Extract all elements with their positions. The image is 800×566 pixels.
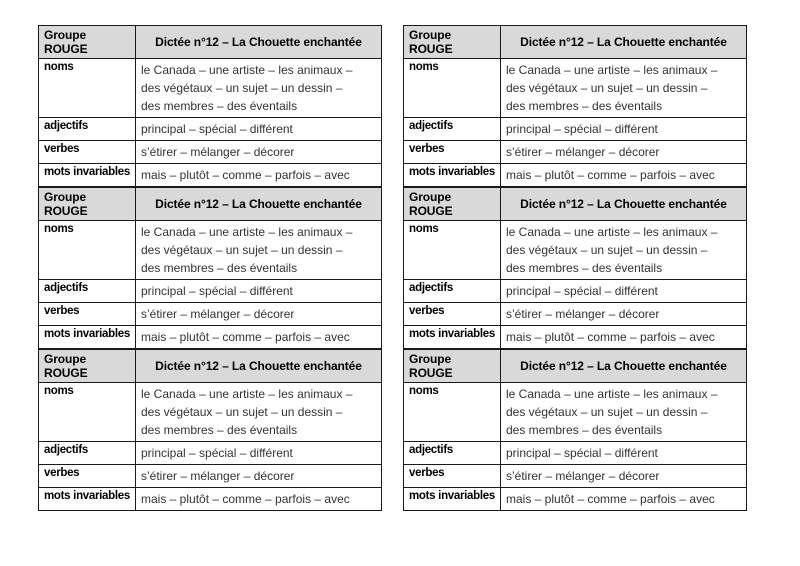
row-label-cell: verbes (38, 302, 136, 326)
row-label-cell: verbes (403, 302, 501, 326)
row-label-cell: adjectifs (403, 117, 501, 141)
right-column: Groupe ROUGE Dictée n°12 – La Chouette e… (403, 25, 747, 511)
row-label-cell: verbes (38, 464, 136, 488)
table-header-row: Groupe ROUGE Dictée n°12 – La Chouette e… (38, 187, 382, 221)
row-label-cell: mots invariables (403, 325, 501, 349)
row-value-cell: mais – plutôt – comme – parfois – avec (500, 487, 747, 511)
row-verbes: verbes s’étirer – mélanger – décorer (38, 140, 382, 164)
row-adjectifs: adjectifs principal – spécial – différen… (38, 117, 382, 141)
row-label-cell: mots invariables (38, 163, 136, 187)
dictation-vocab-table: Groupe ROUGE Dictée n°12 – La Chouette e… (38, 349, 382, 511)
row-value-cell: s’étirer – mélanger – décorer (135, 140, 382, 164)
group-name-header: Groupe ROUGE (403, 187, 501, 221)
dictation-title-header: Dictée n°12 – La Chouette enchantée (500, 349, 747, 383)
row-label-cell: adjectifs (38, 441, 136, 465)
row-mots-invariables: mots invariables mais – plutôt – comme –… (38, 487, 382, 511)
group-name-header: Groupe ROUGE (38, 187, 136, 221)
dictation-vocab-table: Groupe ROUGE Dictée n°12 – La Chouette e… (403, 25, 747, 187)
dictation-title-header: Dictée n°12 – La Chouette enchantée (135, 349, 382, 383)
dictation-vocab-table: Groupe ROUGE Dictée n°12 – La Chouette e… (403, 349, 747, 511)
row-verbes: verbes s’étirer – mélanger – décorer (403, 302, 747, 326)
row-value-cell: le Canada – une artiste – les animaux – … (500, 382, 747, 442)
row-value-cell: mais – plutôt – comme – parfois – avec (135, 163, 382, 187)
row-label-cell: noms (38, 220, 136, 280)
row-verbes: verbes s’étirer – mélanger – décorer (403, 464, 747, 488)
row-noms: noms le Canada – une artiste – les anima… (38, 220, 382, 280)
row-value-cell: principal – spécial – différent (500, 117, 747, 141)
row-value-cell: le Canada – une artiste – les animaux – … (500, 58, 747, 118)
table-header-row: Groupe ROUGE Dictée n°12 – La Chouette e… (38, 349, 382, 383)
row-value-cell: mais – plutôt – comme – parfois – avec (135, 325, 382, 349)
row-label-cell: noms (403, 220, 501, 280)
row-value-cell: principal – spécial – différent (500, 441, 747, 465)
row-value-cell: principal – spécial – différent (135, 117, 382, 141)
row-label-cell: mots invariables (38, 487, 136, 511)
row-noms: noms le Canada – une artiste – les anima… (403, 58, 747, 118)
table-header-row: Groupe ROUGE Dictée n°12 – La Chouette e… (403, 187, 747, 221)
row-label-cell: adjectifs (38, 279, 136, 303)
dictation-title-header: Dictée n°12 – La Chouette enchantée (135, 25, 382, 59)
row-label-cell: verbes (403, 464, 501, 488)
row-label-cell: adjectifs (38, 117, 136, 141)
row-adjectifs: adjectifs principal – spécial – différen… (38, 279, 382, 303)
dictation-vocab-table: Groupe ROUGE Dictée n°12 – La Chouette e… (38, 187, 382, 349)
row-mots-invariables: mots invariables mais – plutôt – comme –… (38, 325, 382, 349)
row-value-cell: s’étirer – mélanger – décorer (500, 140, 747, 164)
dictation-vocab-table: Groupe ROUGE Dictée n°12 – La Chouette e… (403, 187, 747, 349)
row-verbes: verbes s’étirer – mélanger – décorer (38, 464, 382, 488)
row-noms: noms le Canada – une artiste – les anima… (38, 58, 382, 118)
row-label-cell: noms (38, 382, 136, 442)
row-adjectifs: adjectifs principal – spécial – différen… (38, 441, 382, 465)
row-value-cell: le Canada – une artiste – les animaux – … (135, 58, 382, 118)
row-value-cell: s’étirer – mélanger – décorer (135, 302, 382, 326)
dictation-title-header: Dictée n°12 – La Chouette enchantée (500, 187, 747, 221)
dictation-title-header: Dictée n°12 – La Chouette enchantée (135, 187, 382, 221)
row-value-cell: s’étirer – mélanger – décorer (135, 464, 382, 488)
group-name-header: Groupe ROUGE (38, 25, 136, 59)
group-name-header: Groupe ROUGE (403, 349, 501, 383)
table-header-row: Groupe ROUGE Dictée n°12 – La Chouette e… (403, 349, 747, 383)
row-label-cell: mots invariables (403, 487, 501, 511)
group-name-header: Groupe ROUGE (38, 349, 136, 383)
row-value-cell: mais – plutôt – comme – parfois – avec (500, 163, 747, 187)
table-header-row: Groupe ROUGE Dictée n°12 – La Chouette e… (403, 25, 747, 59)
dictation-title-header: Dictée n°12 – La Chouette enchantée (500, 25, 747, 59)
row-label-cell: adjectifs (403, 441, 501, 465)
row-label-cell: noms (403, 58, 501, 118)
row-label-cell: verbes (38, 140, 136, 164)
row-noms: noms le Canada – une artiste – les anima… (403, 220, 747, 280)
row-mots-invariables: mots invariables mais – plutôt – comme –… (403, 163, 747, 187)
table-header-row: Groupe ROUGE Dictée n°12 – La Chouette e… (38, 25, 382, 59)
row-value-cell: principal – spécial – différent (500, 279, 747, 303)
row-adjectifs: adjectifs principal – spécial – différen… (403, 117, 747, 141)
row-value-cell: mais – plutôt – comme – parfois – avec (135, 487, 382, 511)
row-value-cell: le Canada – une artiste – les animaux – … (135, 220, 382, 280)
row-adjectifs: adjectifs principal – spécial – différen… (403, 279, 747, 303)
row-value-cell: mais – plutôt – comme – parfois – avec (500, 325, 747, 349)
row-verbes: verbes s’étirer – mélanger – décorer (403, 140, 747, 164)
row-verbes: verbes s’étirer – mélanger – décorer (38, 302, 382, 326)
row-value-cell: le Canada – une artiste – les animaux – … (135, 382, 382, 442)
left-column: Groupe ROUGE Dictée n°12 – La Chouette e… (38, 25, 382, 511)
row-value-cell: le Canada – une artiste – les animaux – … (500, 220, 747, 280)
worksheet-page: Groupe ROUGE Dictée n°12 – La Chouette e… (38, 25, 747, 511)
row-noms: noms le Canada – une artiste – les anima… (403, 382, 747, 442)
row-label-cell: mots invariables (403, 163, 501, 187)
row-label-cell: verbes (403, 140, 501, 164)
row-value-cell: s’étirer – mélanger – décorer (500, 464, 747, 488)
row-value-cell: principal – spécial – différent (135, 441, 382, 465)
row-label-cell: adjectifs (403, 279, 501, 303)
row-value-cell: principal – spécial – différent (135, 279, 382, 303)
row-mots-invariables: mots invariables mais – plutôt – comme –… (38, 163, 382, 187)
group-name-header: Groupe ROUGE (403, 25, 501, 59)
row-label-cell: mots invariables (38, 325, 136, 349)
row-mots-invariables: mots invariables mais – plutôt – comme –… (403, 325, 747, 349)
row-label-cell: noms (38, 58, 136, 118)
row-noms: noms le Canada – une artiste – les anima… (38, 382, 382, 442)
row-mots-invariables: mots invariables mais – plutôt – comme –… (403, 487, 747, 511)
dictation-vocab-table: Groupe ROUGE Dictée n°12 – La Chouette e… (38, 25, 382, 187)
row-adjectifs: adjectifs principal – spécial – différen… (403, 441, 747, 465)
row-value-cell: s’étirer – mélanger – décorer (500, 302, 747, 326)
row-label-cell: noms (403, 382, 501, 442)
